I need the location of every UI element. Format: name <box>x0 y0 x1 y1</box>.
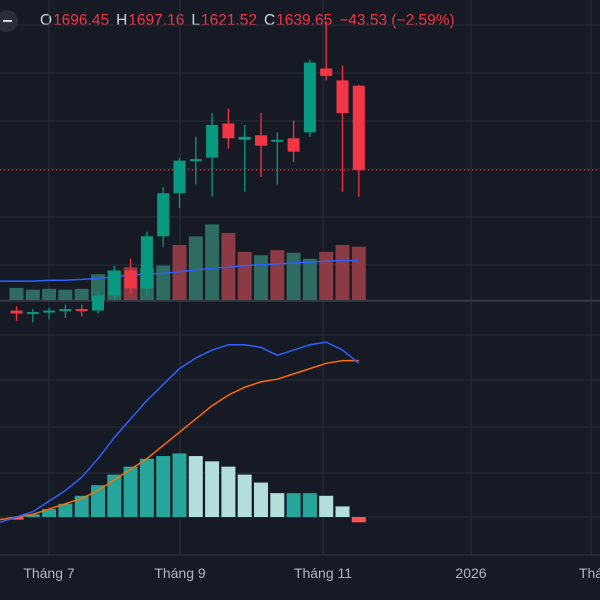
candle-body <box>287 138 300 152</box>
macd-histogram-bar <box>42 509 57 517</box>
close-label: C <box>263 12 276 29</box>
volume-bar <box>286 252 301 300</box>
candle-body <box>336 80 349 114</box>
volume-bar <box>172 244 187 300</box>
macd-histogram-bar <box>156 456 171 517</box>
high-label: H <box>116 12 128 29</box>
volume-bar <box>42 288 57 300</box>
macd-histogram-bar <box>74 495 89 517</box>
macd-histogram-bar <box>221 466 236 517</box>
candle-body <box>43 310 56 313</box>
macd-line <box>0 341 360 524</box>
volume-bar <box>254 255 268 300</box>
macd-histogram-bar <box>139 458 154 517</box>
candle-body <box>173 160 186 194</box>
volume-bar <box>270 250 285 300</box>
volume-bar <box>205 224 220 300</box>
candle-body <box>59 309 72 312</box>
macd-histogram-bar <box>25 514 40 517</box>
volume-bar <box>319 251 334 300</box>
macd-histogram-bar <box>286 493 301 517</box>
candle-body <box>352 85 365 170</box>
macd-histogram-bar <box>9 517 24 520</box>
volume-bar <box>9 287 24 300</box>
macd-histogram-bar <box>58 503 73 517</box>
candle-body <box>157 193 170 237</box>
candle-body <box>10 310 23 314</box>
x-tick-label: Tháng 9 <box>154 565 206 581</box>
volume-bar <box>351 246 366 300</box>
candle-body <box>108 270 121 296</box>
candle-body <box>75 309 88 312</box>
candle-body <box>189 159 202 162</box>
macd-histogram-bar <box>205 461 220 517</box>
candle-body <box>255 135 267 146</box>
candle-body <box>271 139 284 142</box>
time-axis[interactable]: Tháng 7 Tháng 9 Tháng 11 2026 Thá <box>0 555 600 595</box>
collapse-legend-button[interactable] <box>0 10 18 32</box>
macd-histogram-bar <box>172 453 187 517</box>
candle-body <box>26 312 39 315</box>
volume-bar <box>156 265 171 300</box>
candle-body <box>320 68 333 76</box>
candle-body <box>92 295 104 311</box>
macd-histogram-bar <box>254 482 268 517</box>
x-tick-label: Thá <box>578 565 600 581</box>
macd-signal-line <box>0 359 359 521</box>
volume-bar <box>237 251 252 300</box>
low-label: L <box>191 12 200 29</box>
macd-histogram-bar <box>188 456 203 517</box>
volume-bar <box>221 232 236 300</box>
x-tick-label: Tháng 7 <box>23 565 75 581</box>
volume-bar <box>91 274 105 300</box>
volume-ma-line <box>0 259 359 282</box>
candle-body <box>222 123 235 139</box>
macd-histogram-bar <box>270 493 285 517</box>
volume-bar <box>25 289 40 300</box>
x-tick-label: 2026 <box>455 565 487 581</box>
candle-body <box>206 124 219 158</box>
macd-histogram-bar <box>107 474 122 517</box>
macd-histogram-bar <box>91 485 105 517</box>
macd-histogram-bar <box>123 466 138 517</box>
volume-bar <box>74 288 89 300</box>
volume-bar <box>302 258 317 300</box>
macd-histogram-bar <box>351 517 366 523</box>
candle-body <box>303 62 316 133</box>
x-tick-label: Tháng 11 <box>293 565 353 581</box>
volume-bar <box>58 289 73 300</box>
minus-icon <box>2 20 12 22</box>
candle-body <box>238 136 251 140</box>
macd-histogram-bar <box>335 506 350 517</box>
macd-histogram-bar <box>237 474 252 517</box>
candle-body <box>124 270 137 289</box>
volume-bar <box>335 244 350 300</box>
macd-histogram-bar <box>319 495 334 517</box>
volume-bar <box>188 236 203 300</box>
candle-body <box>140 236 153 289</box>
macd-histogram-bar <box>302 493 317 517</box>
